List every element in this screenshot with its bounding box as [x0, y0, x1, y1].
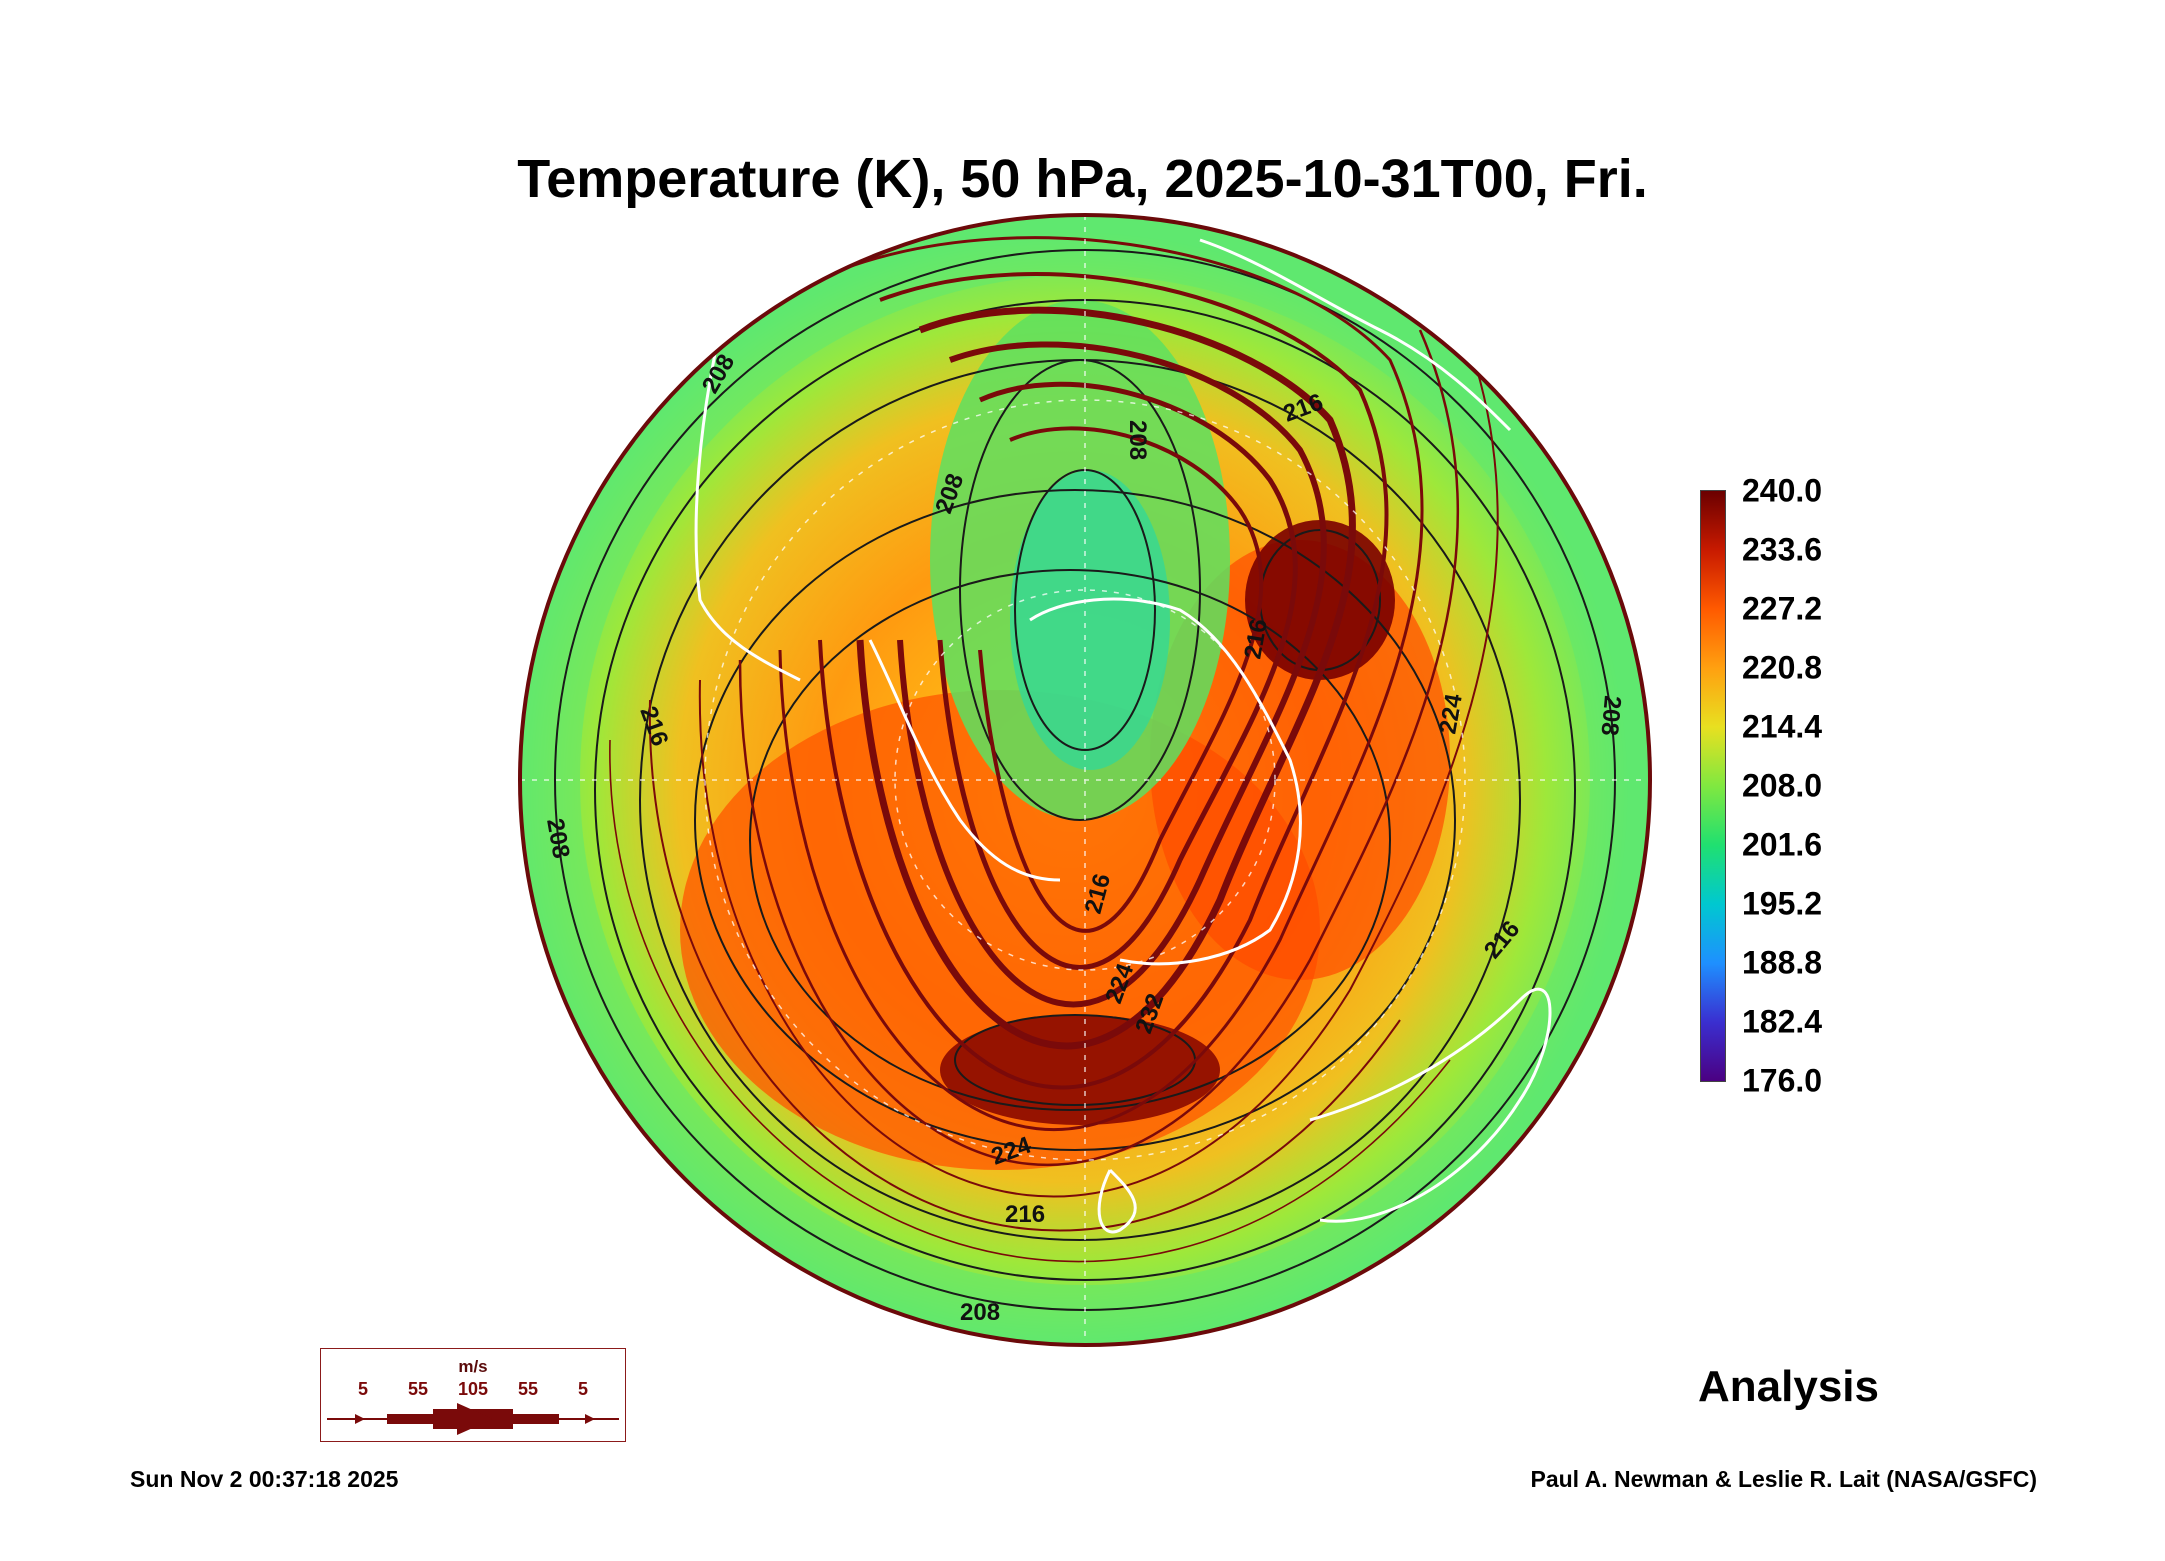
disc-outline [518, 213, 1652, 1347]
colorbar-tick-label: 182.4 [1742, 1003, 1823, 1040]
coastlines [694, 238, 1552, 1234]
analysis-label: Analysis [1698, 1362, 1879, 1411]
colorbar-tick-label: 208.0 [1742, 767, 1823, 804]
colorbar-tick-label: 188.8 [1742, 944, 1823, 981]
wind-legend-label: 55 [407, 1379, 429, 1399]
colorbar-tick-label: 240.0 [1742, 472, 1823, 509]
colorbar [1700, 490, 1726, 1082]
colorbar-tick-label: 214.4 [1742, 708, 1823, 745]
contour-label: 208 [1596, 694, 1626, 736]
wind-legend-unit: m/s [458, 1357, 488, 1376]
colorbar-tick-label: 176.0 [1742, 1062, 1823, 1099]
contour-label: 208 [1124, 420, 1151, 460]
graticule [520, 215, 1650, 1345]
colorbar-tick-label: 195.2 [1742, 885, 1823, 922]
colorbar-tick-label: 201.6 [1742, 826, 1823, 863]
wind-legend-label: 5 [357, 1379, 369, 1399]
wind-speed-legend: m/s 5 55 105 55 5 [320, 1348, 626, 1442]
credit: Paul A. Newman & Leslie R. Lait (NASA/GS… [1530, 1466, 2037, 1492]
colorbar-tick-label: 233.6 [1742, 531, 1823, 568]
wind-legend-label: 105 [457, 1379, 489, 1399]
contour-label: 208 [960, 1299, 1000, 1326]
timestamp: Sun Nov 2 00:37:18 2025 [130, 1466, 399, 1492]
cold-core [1010, 470, 1170, 770]
wind-legend-label: 55 [517, 1379, 539, 1399]
colorbar-tick-label: 227.2 [1742, 590, 1823, 627]
wind-legend-arrow [327, 1403, 619, 1435]
colorbar-tick-label: 220.8 [1742, 649, 1823, 686]
contour-label: 216 [1005, 1201, 1045, 1228]
map-title: Temperature (K), 50 hPa, 2025-10-31T00, … [517, 149, 1648, 209]
wind-legend-label: 5 [577, 1379, 589, 1399]
